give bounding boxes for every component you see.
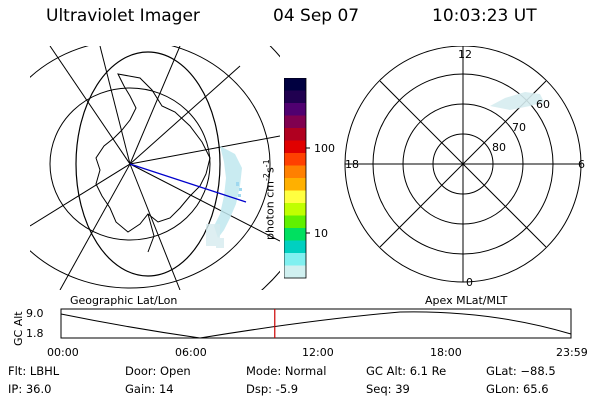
aurora-emission <box>214 146 242 238</box>
meridian <box>59 163 131 290</box>
ip-value: IP: 36.0 <box>8 382 52 396</box>
aurora-emission <box>490 92 544 110</box>
colorbar-band <box>284 190 306 204</box>
colorbar-band <box>284 240 306 254</box>
meridian <box>129 135 280 165</box>
mlat-label-80: 80 <box>492 141 506 154</box>
colorbar <box>284 78 310 279</box>
glat-value: GLat: −88.5 <box>486 364 556 378</box>
filter-value: Flt: LBHL <box>8 364 60 378</box>
time-label: 10:03:23 UT <box>432 6 537 26</box>
aurora-pixel <box>239 188 242 191</box>
lat-circle <box>261 46 280 290</box>
meridian <box>49 46 131 165</box>
seq-value: Seq: 39 <box>366 382 410 396</box>
mlat-label-60: 60 <box>536 98 550 111</box>
colorbar-band <box>284 153 306 166</box>
altitude-curve <box>60 311 572 339</box>
meridian <box>99 46 131 165</box>
colorbar-band <box>284 140 306 154</box>
timeline-y-tick-max: 9.0 <box>26 307 44 320</box>
aurora-pixel <box>238 194 241 197</box>
meridian <box>129 46 181 165</box>
lat-circle <box>30 46 280 290</box>
sun-direction-line <box>129 163 247 203</box>
polar-plot-label: Apex MLat/MLT <box>425 294 508 307</box>
timeline-x-tick-2359: 23:59 <box>556 346 588 359</box>
earth-limb <box>75 51 221 277</box>
timeline-y-title: GC Alt <box>12 311 25 346</box>
coastline <box>95 73 211 233</box>
geo-map-label: Geographic Lat/Lon <box>70 294 178 307</box>
meridian <box>30 163 131 227</box>
lat-circle <box>49 87 211 241</box>
mlt-label-18: 18 <box>345 158 359 171</box>
gain-value: Gain: 14 <box>125 382 174 396</box>
lat-circle <box>30 46 271 289</box>
colorbar-band <box>284 265 306 279</box>
meridian <box>129 163 280 242</box>
colorbar-band <box>284 203 306 216</box>
coastline <box>147 213 155 253</box>
colorbar-band <box>284 103 306 116</box>
colorbar-band <box>284 90 306 104</box>
timeline-x-tick-0000: 00:00 <box>47 346 79 359</box>
mlt-label-6: 6 <box>578 158 585 171</box>
door-value: Door: Open <box>125 364 191 378</box>
colorbar-band <box>284 215 306 229</box>
mlt-line <box>379 80 547 248</box>
colorbar-band <box>284 165 306 179</box>
meridian <box>129 65 241 165</box>
meridian <box>129 163 181 290</box>
timeline-plot <box>60 308 572 339</box>
instrument-title: Ultraviolet Imager <box>46 6 200 26</box>
timeline-x-tick-1200: 12:00 <box>302 346 334 359</box>
colorbar-unit-label: photon cm-2s-1 <box>262 159 277 240</box>
colorbar-band <box>284 228 306 241</box>
timeline-x-tick-1800: 18:00 <box>430 346 462 359</box>
glon-value: GLon: 65.6 <box>486 382 549 396</box>
gc-alt-value: GC Alt: 6.1 Re <box>366 364 447 378</box>
mlt-label-0: 0 <box>466 276 473 289</box>
timeline-y-tick-min: 1.8 <box>26 327 44 340</box>
colorbar-band <box>284 178 306 191</box>
geographic-map <box>30 46 280 290</box>
mlt-label-12: 12 <box>458 48 472 61</box>
colorbar-tick-10: 10 <box>314 227 328 240</box>
colorbar-band <box>284 253 306 266</box>
colorbar-tick-100: 100 <box>314 142 335 155</box>
polar-plot <box>344 46 582 283</box>
colorbar-band <box>284 115 306 129</box>
date-label: 04 Sep 07 <box>273 6 360 26</box>
colorbar-band <box>284 128 306 141</box>
aurora-emission <box>216 238 224 248</box>
mode-value: Mode: Normal <box>246 364 327 378</box>
timeline-x-tick-0600: 06:00 <box>175 346 207 359</box>
aurora-pixel <box>236 182 239 186</box>
mlat-label-70: 70 <box>512 121 526 134</box>
dsp-value: Dsp: -5.9 <box>246 382 299 396</box>
colorbar-band <box>284 78 306 91</box>
